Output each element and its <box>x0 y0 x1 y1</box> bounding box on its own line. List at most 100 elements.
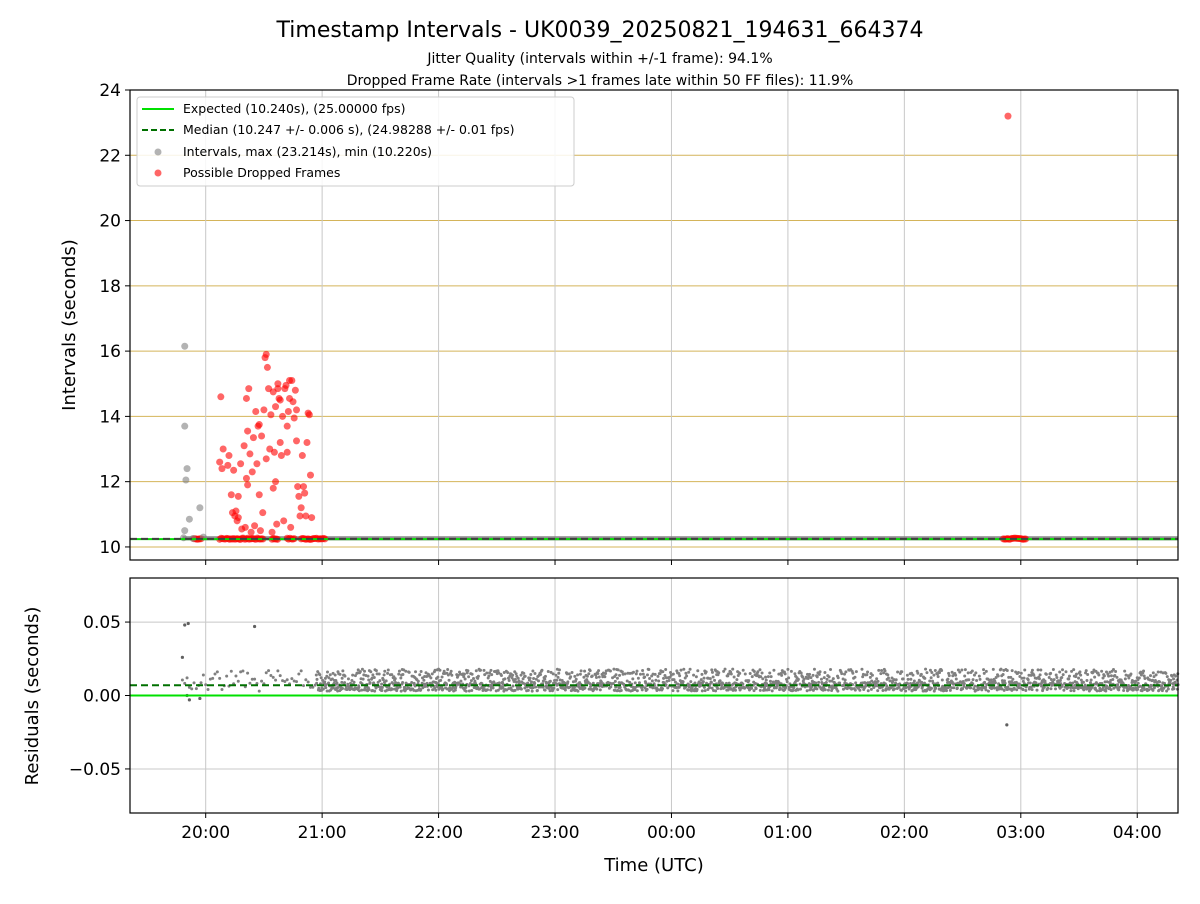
residual-point <box>492 687 495 690</box>
residual-point <box>703 686 706 689</box>
residual-point <box>768 672 771 675</box>
residual-point <box>877 669 880 672</box>
residual-point <box>597 669 600 672</box>
residual-point <box>928 680 931 683</box>
dropped-frame-point <box>291 415 298 422</box>
residual-point <box>373 690 376 693</box>
residual-point <box>530 680 533 683</box>
residual-point <box>759 689 762 692</box>
residual-point <box>1164 672 1167 675</box>
residual-point <box>380 683 383 686</box>
residual-point <box>267 669 270 672</box>
residual-point <box>761 677 764 680</box>
residual-point <box>1142 670 1145 673</box>
residual-point <box>680 669 683 672</box>
dropped-frame-point <box>303 439 310 446</box>
residual-point <box>558 668 561 671</box>
dropped-frame-point <box>271 449 278 456</box>
residual-point <box>603 675 606 678</box>
dropped-frame-point <box>250 434 257 441</box>
dropped-frame-point <box>241 442 248 449</box>
residual-point <box>207 688 210 691</box>
residual-point <box>969 686 972 689</box>
residual-point <box>1023 668 1026 671</box>
top-y-tick-label: 24 <box>99 81 121 101</box>
residual-point <box>1136 688 1139 691</box>
residual-point <box>1069 689 1072 692</box>
dropped-frame-point <box>257 527 264 534</box>
residual-point <box>351 674 354 677</box>
residual-point <box>823 676 826 679</box>
residual-point <box>711 671 714 674</box>
residual-point <box>721 682 724 685</box>
residual-point <box>954 674 957 677</box>
residual-point <box>941 678 944 681</box>
residual-point <box>787 676 790 679</box>
dropped-frame-point <box>229 509 236 516</box>
residual-point <box>465 690 468 693</box>
residual-point <box>925 671 928 674</box>
chart-legend: Expected (10.240s), (25.00000 fps) Media… <box>137 97 574 186</box>
residual-point <box>955 678 958 681</box>
residual-point <box>713 679 716 682</box>
dropped-frame-point <box>235 514 242 521</box>
residual-point <box>924 668 927 671</box>
residual-point <box>930 671 933 674</box>
residual-point <box>343 681 346 684</box>
residual-point <box>913 679 916 682</box>
residual-point <box>616 677 619 680</box>
residual-point <box>450 674 453 677</box>
residual-point <box>656 675 659 678</box>
residual-point <box>583 687 586 690</box>
residual-point <box>339 673 342 676</box>
dropped-frame-point <box>299 452 306 459</box>
residual-point <box>761 671 764 674</box>
residual-point <box>1079 674 1082 677</box>
residual-point <box>579 673 582 676</box>
residual-point <box>895 678 898 681</box>
residual-point <box>624 672 627 675</box>
dropped-frame-point <box>272 478 279 485</box>
residual-point <box>800 671 803 674</box>
residual-point <box>1055 676 1058 679</box>
residual-point <box>1157 670 1160 673</box>
residual-point <box>767 675 770 678</box>
residual-point <box>619 686 622 689</box>
residual-point <box>974 671 977 674</box>
residual-point <box>1075 673 1078 676</box>
residual-point <box>738 672 741 675</box>
dropped-frame-point <box>273 521 280 528</box>
residual-point <box>719 679 722 682</box>
residual-point <box>702 680 705 683</box>
residual-point <box>596 672 599 675</box>
residual-point <box>717 671 720 674</box>
residual-point <box>276 669 279 672</box>
residual-point <box>855 670 858 673</box>
residual-point <box>772 669 775 672</box>
residual-point <box>583 670 586 673</box>
residual-point <box>489 689 492 692</box>
residual-point <box>669 671 672 674</box>
residual-point <box>599 688 602 691</box>
residual-point <box>385 679 388 682</box>
residual-point <box>503 677 506 680</box>
residual-point <box>575 678 578 681</box>
top-y-tick-label: 12 <box>99 473 121 493</box>
residual-point <box>489 669 492 672</box>
residual-point <box>531 690 534 693</box>
residual-point <box>689 680 692 683</box>
residual-point <box>1037 668 1040 671</box>
dropped-frame-point <box>284 423 291 430</box>
residual-point <box>958 671 961 674</box>
residual-point <box>211 677 214 680</box>
residual-point <box>1116 683 1119 686</box>
residual-point <box>1077 677 1080 680</box>
residual-point <box>329 673 332 676</box>
residual-point <box>1002 673 1005 676</box>
residual-point <box>1138 676 1141 679</box>
residual-point <box>326 671 329 674</box>
dropped-frame-point <box>285 408 292 415</box>
residual-point <box>533 672 536 675</box>
residual-point <box>818 673 821 676</box>
